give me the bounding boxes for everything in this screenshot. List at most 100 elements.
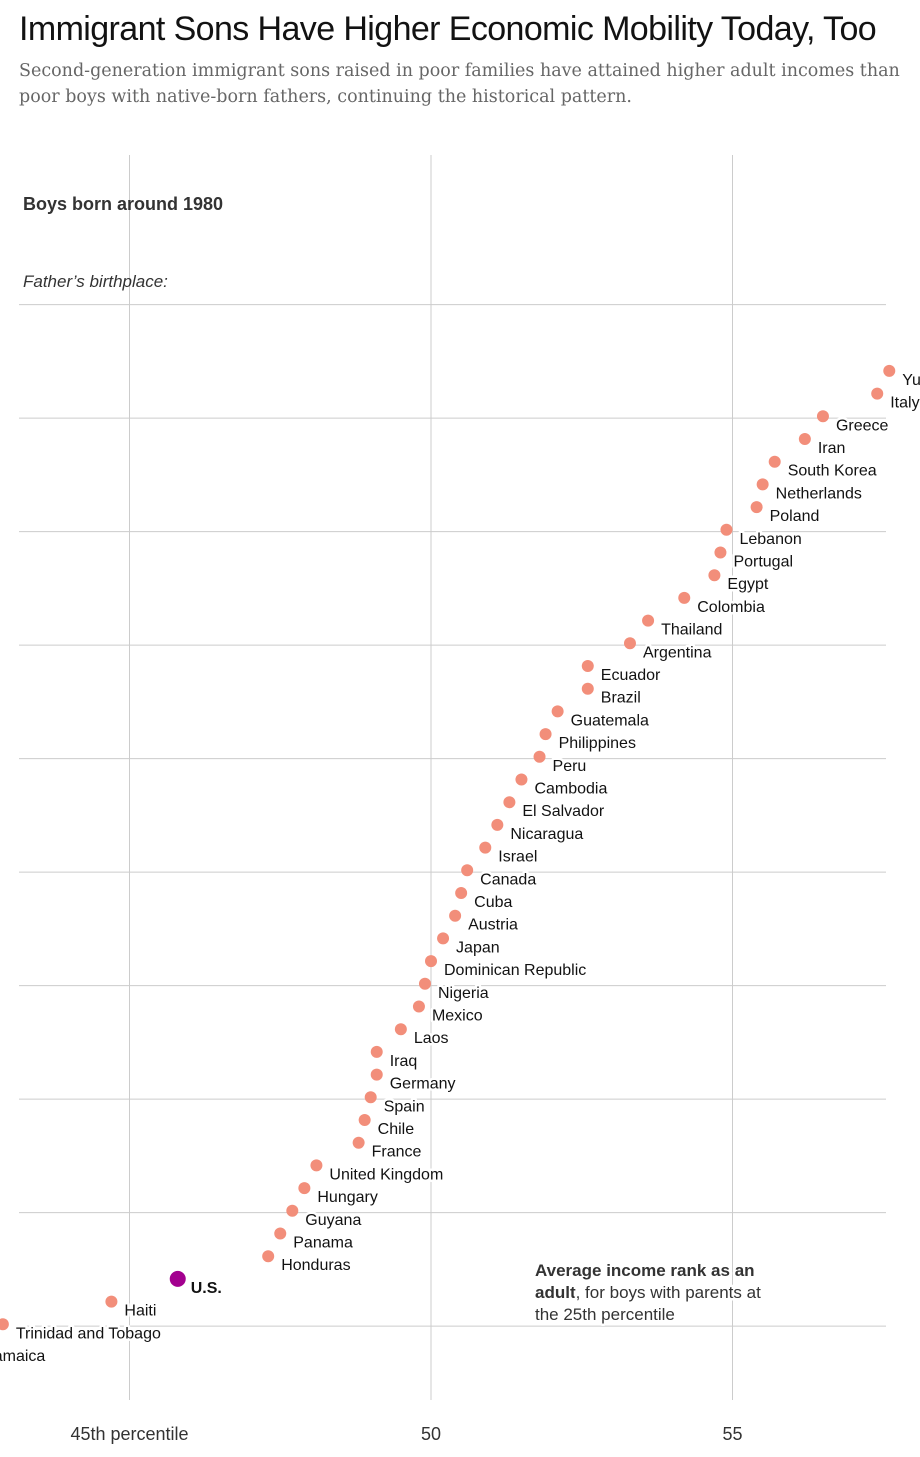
point-label: South Korea (788, 463, 877, 480)
point-label: Cuba (474, 894, 512, 911)
point (515, 773, 528, 786)
point-label: Panama (293, 1235, 353, 1252)
chart-subtitle: Second-generation immigrant sons raised … (19, 61, 900, 107)
point (581, 682, 594, 695)
point (551, 705, 564, 718)
point-label: El Salvador (522, 803, 604, 820)
point (358, 1114, 371, 1126)
point (364, 1091, 377, 1104)
point (455, 887, 468, 899)
point-label: Guyana (305, 1212, 361, 1229)
point-label: Netherlands (776, 485, 862, 502)
point (418, 977, 431, 990)
point (750, 501, 763, 514)
point-label: Hungary (317, 1189, 377, 1206)
point-label: Nigeria (438, 985, 489, 1002)
point (720, 523, 733, 536)
point (449, 909, 462, 922)
point-label: Argentina (643, 644, 712, 661)
point-label: Spain (384, 1098, 425, 1115)
annotation: Average income rank as an adult, for boy… (533, 1259, 764, 1327)
point (871, 387, 884, 400)
point-us (169, 1270, 186, 1287)
point (479, 841, 492, 854)
annotation-rest-1: , for boys with parents at (576, 1283, 761, 1302)
point (352, 1136, 365, 1149)
point-label: Haiti (124, 1303, 156, 1320)
point-label: Iran (818, 440, 846, 457)
point (768, 455, 781, 468)
point (503, 796, 516, 809)
point (714, 546, 727, 559)
point (262, 1250, 275, 1263)
point-label: Cambodia (534, 781, 607, 798)
point (394, 1023, 407, 1036)
point (286, 1204, 299, 1217)
point-label: Egypt (727, 576, 768, 593)
point (105, 1295, 118, 1308)
point-label: Lebanon (739, 531, 801, 548)
point (756, 478, 769, 491)
point-label: Honduras (281, 1257, 350, 1274)
annotation-bold-2: adult (535, 1283, 576, 1302)
point-label: Nicaragua (510, 826, 583, 843)
point (412, 1000, 425, 1013)
point (425, 955, 437, 968)
point (708, 569, 721, 582)
point (491, 818, 504, 831)
point-label: Jamaica (0, 1348, 45, 1365)
point (0, 1318, 9, 1331)
x-tick-label: 45th percentile (70, 1424, 188, 1444)
annotation-rest-2: the 25th percentile (535, 1305, 675, 1324)
point (678, 591, 691, 604)
point (370, 1045, 383, 1058)
point (370, 1068, 383, 1081)
point (798, 433, 811, 445)
point-label: Peru (553, 758, 587, 775)
point-label: Philippines (559, 735, 636, 752)
point-label: Ecuador (601, 667, 661, 684)
point-label: United Kingdom (329, 1166, 443, 1183)
point-label: Greece (836, 417, 889, 434)
x-tick-label: 50 (421, 1424, 441, 1444)
point (461, 864, 474, 877)
point-label: Italy (890, 395, 919, 412)
point-label: Yugoslavia (902, 372, 920, 389)
category-label: Father’s birthplace: (23, 272, 168, 291)
point-label: Colombia (697, 599, 765, 616)
point (642, 614, 655, 627)
point-label: Germany (390, 1076, 456, 1093)
point-label: Trinidad and Tobago (16, 1325, 161, 1342)
svg-text:Average income rank as an: Average income rank as an (535, 1261, 755, 1280)
point-label: Canada (480, 871, 536, 888)
point-label: Iraq (390, 1053, 418, 1070)
point-label: Chile (378, 1121, 415, 1138)
point-label: Dominican Republic (444, 962, 586, 979)
point-label: Austria (468, 917, 518, 934)
point (581, 660, 594, 672)
point (274, 1227, 287, 1240)
point-label: Brazil (601, 690, 641, 707)
point-label: Portugal (733, 554, 793, 571)
point (883, 364, 896, 377)
point (298, 1182, 311, 1195)
point (437, 932, 450, 945)
point (539, 728, 552, 741)
grid (19, 155, 886, 1400)
point (623, 637, 636, 650)
point-label: Israel (498, 849, 537, 866)
point (310, 1159, 323, 1172)
point (533, 750, 546, 763)
svg-text:the 25th percentile: the 25th percentile (535, 1305, 675, 1324)
point-label: Poland (770, 508, 820, 525)
point-label: Japan (456, 939, 500, 956)
point-label: Mexico (432, 1008, 483, 1025)
x-tick-label: 55 (722, 1424, 742, 1444)
points: Hong KongChinaIndiaTaiwanPakistanVietnam… (0, 364, 920, 1368)
chart-title: Immigrant Sons Have Higher Economic Mobi… (19, 10, 877, 48)
point-label: Guatemala (571, 712, 649, 729)
x-axis: 45th percentile5055606570 (70, 1424, 742, 1444)
point-label: France (372, 1144, 422, 1161)
point-label: U.S. (191, 1280, 222, 1297)
